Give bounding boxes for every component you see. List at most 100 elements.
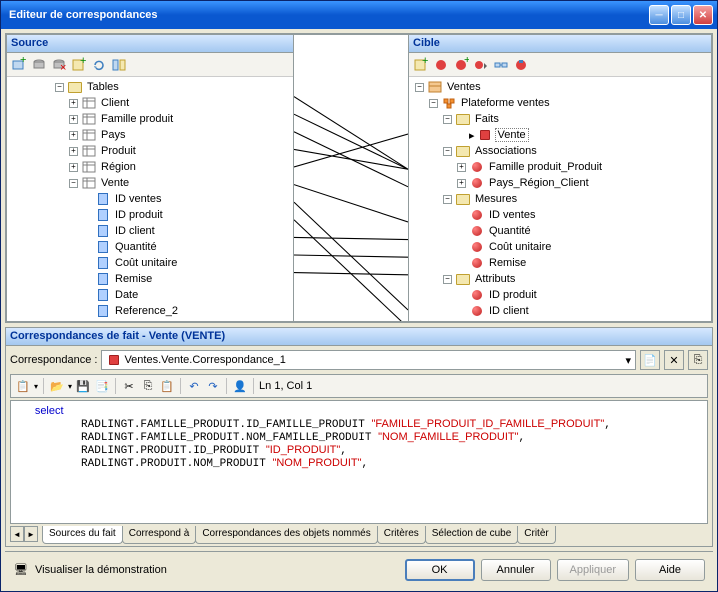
db-icon[interactable] xyxy=(31,57,47,73)
tree-item[interactable]: −Vente xyxy=(9,175,291,191)
expander-icon[interactable]: + xyxy=(457,179,466,188)
tree-item[interactable]: +Famille produit xyxy=(9,111,291,127)
target-red1-icon[interactable] xyxy=(433,57,449,73)
expander-icon[interactable]: − xyxy=(443,115,452,124)
tree-item[interactable]: Quantité xyxy=(411,223,709,239)
node-icon xyxy=(67,80,83,94)
target-red2-icon[interactable]: + xyxy=(453,57,469,73)
maximize-button[interactable]: □ xyxy=(671,5,691,25)
tab-scroll-right[interactable]: ► xyxy=(24,526,38,542)
target-menu-icon[interactable] xyxy=(473,57,489,73)
tree-item[interactable]: ID produit xyxy=(411,287,709,303)
expander-icon[interactable]: − xyxy=(415,83,424,92)
node-icon xyxy=(469,160,485,174)
redo-icon[interactable]: ↷ xyxy=(205,378,221,394)
tab[interactable]: Sélection de cube xyxy=(425,526,519,544)
help-button[interactable]: Aide xyxy=(635,559,705,581)
tree-item[interactable]: −Mesures xyxy=(411,191,709,207)
tree-item[interactable]: ID client xyxy=(9,223,291,239)
cancel-button[interactable]: Annuler xyxy=(481,559,551,581)
cible-toolbar: + + xyxy=(409,53,711,77)
tree-item[interactable]: − Associations xyxy=(411,143,709,159)
ok-button[interactable]: OK xyxy=(405,559,475,581)
node-label: ID ventes xyxy=(113,193,163,205)
paste-icon[interactable]: 📋 xyxy=(159,378,175,394)
tree-item[interactable]: −Ventes xyxy=(411,79,709,95)
copy-icon[interactable]: ⎘ xyxy=(140,378,156,394)
tree-item[interactable]: ID ventes xyxy=(411,207,709,223)
tab[interactable]: Correspond à xyxy=(122,526,197,544)
save-icon[interactable]: 💾 xyxy=(75,378,91,394)
tree-item[interactable]: +Produit xyxy=(9,143,291,159)
node-label: ID produit xyxy=(487,289,539,301)
expander-icon[interactable]: + xyxy=(69,131,78,140)
tab[interactable]: Sources du fait xyxy=(42,526,123,544)
format-icon[interactable]: 📋 xyxy=(15,378,31,394)
link-icon[interactable] xyxy=(493,57,509,73)
tab[interactable]: Critèr xyxy=(517,526,555,544)
tree-item[interactable]: −Attributs xyxy=(411,271,709,287)
tree-item[interactable]: Date xyxy=(9,287,291,303)
tree-item[interactable]: −Faits xyxy=(411,111,709,127)
close-button[interactable]: ✕ xyxy=(693,5,713,25)
tree-item[interactable]: +Famille produit_Produit xyxy=(411,159,709,175)
minimize-button[interactable]: ─ xyxy=(649,5,669,25)
demo-link[interactable]: Visualiser la démonstration xyxy=(35,564,167,576)
node-label: Associations xyxy=(473,145,539,157)
expander-icon[interactable]: − xyxy=(429,99,438,108)
user-icon[interactable]: 👤 xyxy=(232,378,248,394)
tree-item[interactable]: +Pays xyxy=(9,127,291,143)
expander-icon[interactable]: + xyxy=(69,115,78,124)
expander-icon[interactable]: − xyxy=(443,195,452,204)
node-label: Pays_Région_Client xyxy=(487,177,591,189)
expander-icon[interactable]: − xyxy=(443,275,452,284)
refresh-icon[interactable] xyxy=(91,57,107,73)
cut-icon[interactable]: ✂ xyxy=(121,378,137,394)
target-extra-icon[interactable] xyxy=(513,57,529,73)
tree-item[interactable]: Quantité xyxy=(9,239,291,255)
tree-item[interactable]: −Tables xyxy=(9,79,291,95)
copy-corr-button[interactable]: ⎘ xyxy=(688,350,708,370)
new-corr-button[interactable]: 📄 xyxy=(640,350,660,370)
tree-item[interactable]: ▸Vente xyxy=(411,127,709,143)
tree-item[interactable]: + Pays_Région_Client xyxy=(411,175,709,191)
expander-icon[interactable]: + xyxy=(69,147,78,156)
cible-tree[interactable]: −Ventes−Plateforme ventes−Faits▸Vente − As… xyxy=(409,77,711,321)
expander-icon[interactable]: + xyxy=(69,163,78,172)
merge-icon[interactable] xyxy=(111,57,127,73)
tab[interactable]: Critères xyxy=(377,526,426,544)
tree-item[interactable]: Coût unitaire xyxy=(411,239,709,255)
add-db-icon[interactable]: + xyxy=(11,57,27,73)
expander-icon[interactable]: − xyxy=(55,83,64,92)
titlebar[interactable]: Editeur de correspondances ─ □ ✕ xyxy=(1,1,717,29)
undo-icon[interactable]: ↶ xyxy=(186,378,202,394)
expander-icon[interactable]: + xyxy=(457,163,466,172)
node-icon xyxy=(95,272,111,286)
apply-button[interactable]: Appliquer xyxy=(557,559,629,581)
tab[interactable]: Correspondances des objets nommés xyxy=(195,526,377,544)
delete-corr-button[interactable]: ✕ xyxy=(664,350,684,370)
expander-icon[interactable]: − xyxy=(443,147,452,156)
tree-item[interactable]: −Plateforme ventes xyxy=(411,95,709,111)
open-icon[interactable]: 📂 xyxy=(49,378,65,394)
sql-editor[interactable]: select RADLINGT.FAMILLE_PRODUIT.ID_FAMIL… xyxy=(10,400,708,524)
table-add-icon[interactable]: + xyxy=(71,57,87,73)
tree-item[interactable]: ID ventes xyxy=(9,191,291,207)
tree-item[interactable]: +Région xyxy=(9,159,291,175)
add-target-icon[interactable]: + xyxy=(413,57,429,73)
tree-item[interactable]: Remise xyxy=(9,271,291,287)
correspondance-select[interactable]: Ventes.Vente.Correspondance_1 ▾ xyxy=(101,350,636,370)
delete-db-icon[interactable]: × xyxy=(51,57,67,73)
expander-icon[interactable]: + xyxy=(69,99,78,108)
tree-item[interactable]: Remise xyxy=(411,255,709,271)
tree-item[interactable]: +Client xyxy=(9,95,291,111)
tree-item[interactable]: ID client xyxy=(411,303,709,319)
tab-scroll-left[interactable]: ◄ xyxy=(10,526,24,542)
expander-icon[interactable]: − xyxy=(69,179,78,188)
source-tree[interactable]: −Tables+Client+Famille produit+Pays+Prod… xyxy=(7,77,293,321)
node-icon xyxy=(441,96,457,110)
tree-item[interactable]: ID produit xyxy=(9,207,291,223)
tree-item[interactable]: Reference_2 xyxy=(9,303,291,319)
saveall-icon[interactable]: 📑 xyxy=(94,378,110,394)
tree-item[interactable]: Coût unitaire xyxy=(9,255,291,271)
